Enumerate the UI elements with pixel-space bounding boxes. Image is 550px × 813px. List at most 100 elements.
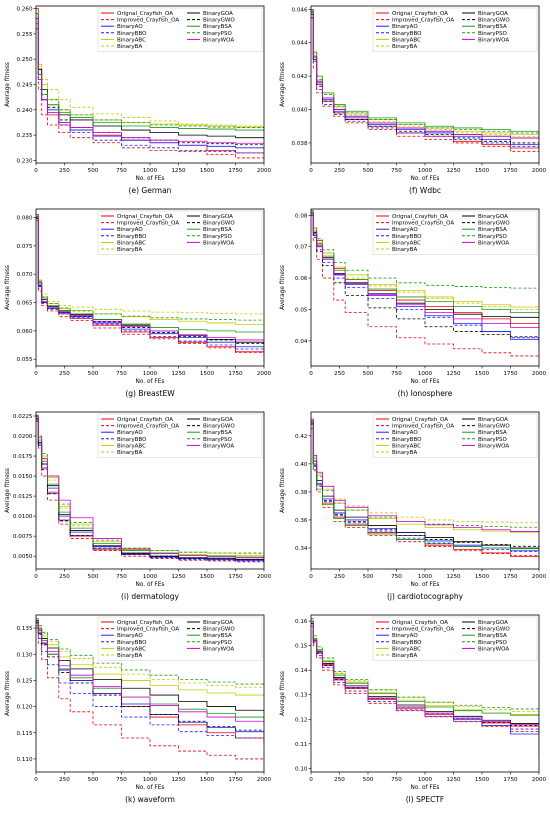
x-tick-label: 1750 — [503, 168, 518, 174]
legend-label: BinaryBA — [117, 653, 142, 659]
x-tick-label: 250 — [334, 777, 345, 783]
x-tick-label: 500 — [363, 574, 374, 580]
legend-label: BinaryABC — [117, 240, 146, 246]
legend-label: Orignal_Crayfish_OA — [117, 417, 173, 423]
y-tick-label: 0.38 — [295, 490, 308, 496]
x-axis-label: No. of FEs — [411, 785, 440, 791]
x-tick-label: 0 — [34, 371, 38, 377]
x-tick-label: 1500 — [200, 777, 215, 783]
chart-svg: 0 250 500 750 1000 1250 1500 1750 2000 0.04 0.05 0.… — [280, 208, 547, 398]
legend-label: BinaryPSO — [203, 234, 232, 240]
series-line — [36, 28, 264, 161]
x-axis-label: No. of FEs — [136, 176, 165, 182]
legend-label: BinaryGOA — [203, 620, 233, 626]
series-line — [36, 622, 264, 733]
legend: Orignal_Crayfish_OAImproved_Crayfish_OAB… — [97, 210, 263, 255]
y-tick-label: 0.06 — [295, 276, 308, 282]
x-tick-label: 0 — [34, 777, 38, 783]
x-tick-label: 750 — [116, 371, 127, 377]
legend-label: BinaryBBO — [117, 640, 147, 646]
x-tick-label: 1750 — [503, 371, 518, 377]
legend-label: BinaryPSO — [478, 640, 507, 646]
x-tick-label: 1000 — [143, 168, 158, 174]
legend-box — [372, 7, 538, 52]
legend-label: BinaryAO — [392, 430, 418, 436]
series-line — [36, 219, 264, 358]
y-tick-label: 0.060 — [16, 329, 32, 335]
legend-label: BinaryBSA — [203, 227, 232, 233]
x-tick-label: 1500 — [475, 777, 490, 783]
chart-svg: 0 250 500 750 1000 1250 1500 1750 2000 0.0050 0.00… — [5, 411, 272, 601]
series-line — [36, 618, 264, 686]
legend-label: BinaryBA — [392, 247, 417, 253]
y-tick-label: 0.14 — [295, 668, 308, 674]
series-line — [311, 212, 539, 330]
y-tick-label: 0.042 — [291, 74, 307, 80]
y-tick-label: 0.120 — [16, 705, 32, 711]
x-tick-label: 1250 — [171, 371, 186, 377]
x-tick-label: 750 — [116, 777, 127, 783]
y-tick-label: 0.16 — [295, 619, 308, 625]
series-line — [36, 217, 264, 315]
x-tick-label: 500 — [88, 168, 99, 174]
chart-svg: 0 250 500 750 1000 1250 1500 1750 2000 0.110 0.115… — [5, 614, 272, 804]
x-tick-label: 500 — [363, 777, 374, 783]
x-axis-label: No. of FEs — [411, 379, 440, 385]
y-tick-label: 0.080 — [16, 216, 32, 222]
series-line — [36, 218, 264, 347]
legend-label: BinaryABC — [392, 646, 421, 652]
y-tick-label: 0.065 — [16, 301, 32, 307]
y-tick-label: 0.038 — [291, 141, 307, 147]
legend-label: BinaryGOA — [203, 11, 233, 17]
series-line — [311, 620, 539, 728]
legend-label: BinaryAO — [117, 24, 143, 30]
x-tick-label: 0 — [34, 574, 38, 580]
legend-box — [97, 210, 263, 255]
x-tick-label: 0 — [309, 777, 313, 783]
x-tick-label: 250 — [334, 574, 345, 580]
legend: Orignal_Crayfish_OAImproved_Crayfish_OAB… — [97, 413, 263, 458]
series-line — [36, 415, 264, 559]
legend-label: BinaryBA — [117, 44, 142, 50]
y-axis-label: Average fitness — [5, 468, 11, 513]
legend-label: BinaryWOA — [478, 240, 509, 246]
legend-label: Orignal_Crayfish_OA — [392, 620, 448, 626]
y-tick-label: 0.046 — [291, 7, 307, 13]
y-tick-label: 0.044 — [291, 41, 307, 47]
x-tick-label: 2000 — [257, 371, 272, 377]
x-tick-label: 250 — [59, 574, 70, 580]
legend-label: BinaryGWO — [203, 221, 235, 227]
legend: Orignal_Crayfish_OAImproved_Crayfish_OAB… — [372, 616, 538, 661]
x-tick-label: 1500 — [200, 574, 215, 580]
y-tick-label: 0.0200 — [13, 434, 33, 440]
y-tick-label: 0.260 — [16, 7, 32, 13]
legend-label: BinaryBA — [117, 450, 142, 456]
legend-label: Orignal_Crayfish_OA — [392, 11, 448, 17]
chart-svg: 0 250 500 750 1000 1250 1500 1750 2000 0.055 0.060… — [5, 208, 272, 398]
legend: Orignal_Crayfish_OAImproved_Crayfish_OAB… — [372, 413, 538, 458]
legend-label: BinaryABC — [392, 443, 421, 449]
series-line — [311, 418, 539, 533]
chart-panel: 0 250 500 750 1000 1250 1500 1750 2000 0.04 0.05 0.… — [275, 203, 550, 406]
x-tick-label: 1250 — [446, 777, 461, 783]
legend-label: BinaryGOA — [478, 11, 508, 17]
legend-label: BinaryGWO — [203, 18, 235, 24]
legend-label: Improved_Crayfish_OA — [392, 424, 454, 430]
y-axis-label: Average fitness — [5, 265, 11, 310]
series-line — [311, 214, 539, 338]
chart-caption: (j) cardiotocography — [387, 592, 464, 601]
y-tick-label: 0.055 — [16, 357, 32, 363]
legend-label: Improved_Crayfish_OA — [117, 18, 179, 24]
y-tick-label: 0.42 — [295, 434, 307, 440]
legend-label: Orignal_Crayfish_OA — [117, 214, 173, 220]
y-tick-label: 0.075 — [16, 244, 32, 250]
y-axis-label: Average fitness — [5, 62, 11, 107]
x-axis-label: No. of FEs — [136, 379, 165, 385]
x-tick-label: 500 — [363, 371, 374, 377]
legend-label: BinaryBBO — [392, 31, 422, 37]
x-tick-label: 1000 — [143, 777, 158, 783]
series-line — [311, 10, 539, 139]
legend-label: Orignal_Crayfish_OA — [117, 11, 173, 17]
y-tick-label: 0.135 — [16, 626, 32, 632]
x-axis-label: No. of FEs — [411, 176, 440, 182]
